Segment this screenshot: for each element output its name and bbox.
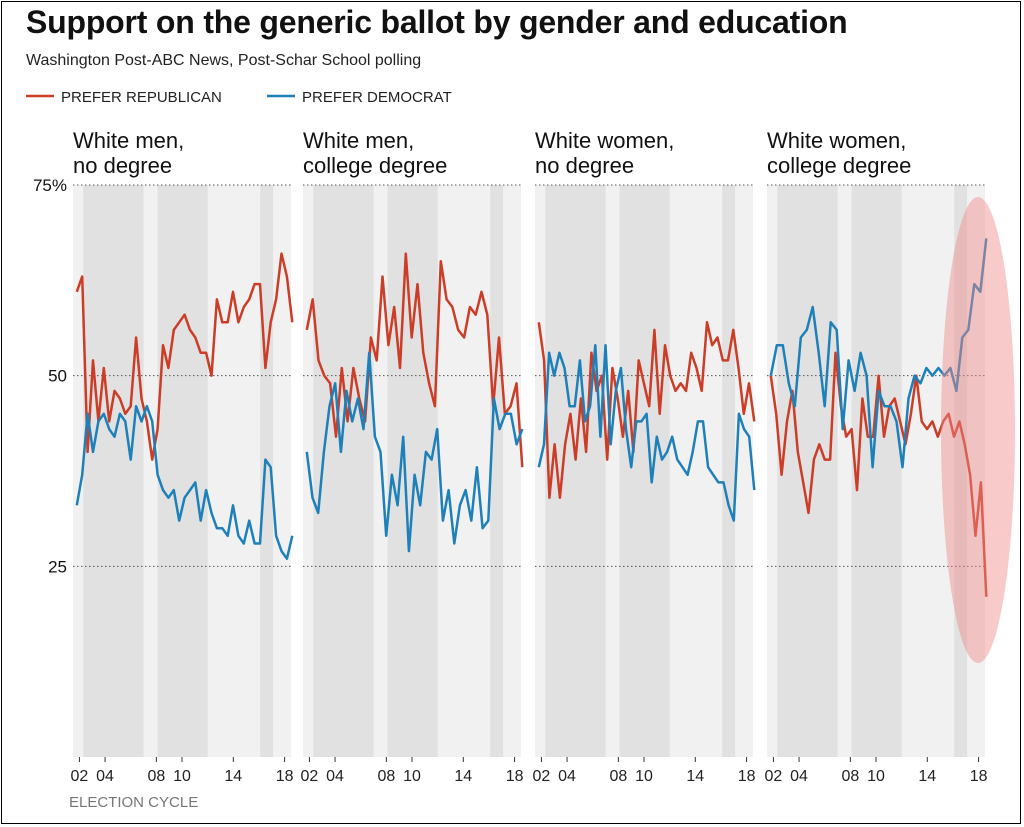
panel-2: White men,college degree 02 04 08 10 14 18	[301, 128, 524, 785]
x-tick-label: 14	[686, 768, 704, 785]
series-line-democrat	[305, 351, 524, 553]
x-tick-label: 08	[377, 768, 395, 785]
legend-label-republican: PREFER REPUBLICAN	[61, 89, 222, 106]
x-tick-label: 02	[71, 768, 89, 785]
x-tick-label: 04	[326, 768, 344, 785]
x-tick-label: 18	[276, 768, 294, 785]
panel-title-line: college degree	[303, 153, 447, 178]
shaded-period	[722, 185, 736, 757]
x-tick-label: 02	[533, 768, 551, 785]
series-line-republican	[537, 321, 756, 499]
chart-subtitle: Washington Post-ABC News, Post-Schar Sch…	[26, 52, 422, 69]
shaded-period	[954, 185, 968, 757]
y-tick-label: 50	[48, 367, 67, 386]
x-tick-label: 14	[224, 768, 242, 785]
x-tick-label: 14	[454, 768, 472, 785]
x-tick-label: 10	[173, 768, 191, 785]
series-line-republican	[769, 351, 988, 597]
x-tick-label: 02	[765, 768, 783, 785]
x-tick-label: 04	[790, 768, 808, 785]
shaded-period	[83, 185, 144, 757]
series-line-democrat	[537, 343, 756, 522]
y-tick-label: 25	[48, 557, 67, 576]
highlight-ellipse	[941, 197, 1015, 663]
x-tick-label: 18	[506, 768, 524, 785]
x-tick-label: 18	[970, 768, 988, 785]
shaded-period	[851, 185, 902, 757]
series-line-democrat	[75, 404, 294, 560]
shaded-period	[490, 185, 504, 757]
x-tick-label: 10	[867, 768, 885, 785]
series-line-democrat	[769, 238, 988, 469]
shaded-period	[777, 185, 838, 757]
panel-title-line: White women,	[767, 128, 906, 153]
legend: PREFER REPUBLICAN PREFER DEMOCRAT	[26, 89, 452, 106]
x-tick-label: 02	[301, 768, 319, 785]
x-axis-label: ELECTION CYCLE	[69, 794, 198, 811]
x-tick-label: 08	[609, 768, 627, 785]
shaded-period	[545, 185, 606, 757]
x-tick-label: 10	[635, 768, 653, 785]
y-tick-label: 75%	[33, 176, 67, 195]
panel-title-line: White men,	[73, 128, 184, 153]
shaded-period	[157, 185, 208, 757]
series-line-republican	[75, 252, 294, 461]
series-line-republican	[305, 252, 524, 468]
panel-1: White men,no degree 02 04 08 10 14 18	[71, 128, 294, 785]
shaded-period	[619, 185, 670, 757]
panel-title-line: White women,	[535, 128, 674, 153]
x-tick-label: 04	[558, 768, 576, 785]
x-tick-label: 14	[918, 768, 936, 785]
panel-title-line: White men,	[303, 128, 414, 153]
x-tick-label: 18	[738, 768, 756, 785]
legend-label-democrat: PREFER DEMOCRAT	[302, 89, 452, 106]
shaded-period	[387, 185, 438, 757]
x-tick-label: 08	[841, 768, 859, 785]
y-axis: 75% 50 25	[33, 176, 67, 576]
panel-title-line: no degree	[535, 153, 634, 178]
panel-3: White women,no degree 02 04 08 10 14 18	[533, 128, 756, 785]
x-tick-label: 04	[96, 768, 114, 785]
panel-title-line: college degree	[767, 153, 911, 178]
panel-title-line: no degree	[73, 153, 172, 178]
panel-4: White women,college degree 02 04 08 10 14 18	[765, 128, 988, 785]
highlight-group	[941, 197, 1015, 663]
x-tick-label: 08	[147, 768, 165, 785]
x-tick-label: 10	[403, 768, 421, 785]
chart-title: Support on the generic ballot by gender …	[26, 4, 848, 40]
